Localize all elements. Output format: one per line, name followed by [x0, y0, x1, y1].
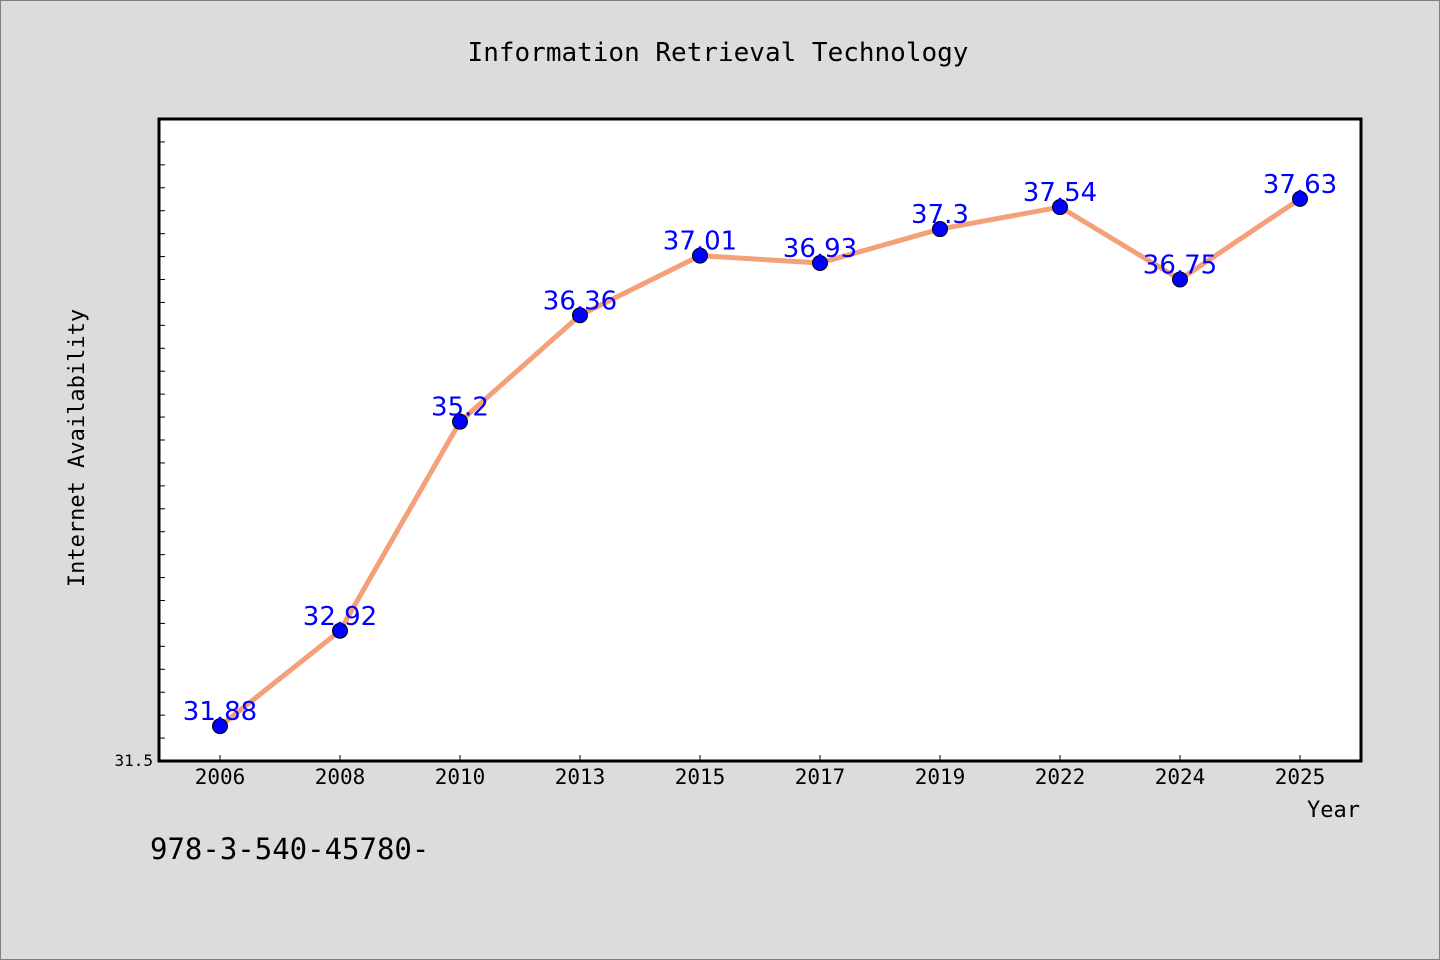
x-tick-label-2006: 2006	[195, 765, 246, 789]
data-label-2010: 35.2	[431, 393, 489, 423]
chart-title: Information Retrieval Technology	[468, 38, 969, 68]
data-label-2013: 36.36	[543, 286, 617, 316]
data-point-2013	[572, 307, 588, 324]
data-label-2022: 37.54	[1023, 178, 1097, 208]
data-point-2010	[452, 413, 468, 430]
x-tick-label-2013: 2013	[555, 765, 606, 789]
x-tick-label-2025: 2025	[1275, 765, 1326, 789]
data-point-2025	[1292, 190, 1308, 207]
plot-area	[159, 119, 1361, 761]
data-point-2024	[1172, 271, 1188, 288]
x-tick-label-2008: 2008	[315, 765, 366, 789]
data-label-2008: 32.92	[303, 602, 377, 632]
x-tick-label-2010: 2010	[435, 765, 486, 789]
series-line	[217, 196, 1303, 729]
data-label-2024: 36.75	[1143, 251, 1217, 281]
data-label-2019: 37.3	[911, 200, 969, 230]
y-axis-label: Internet Availability	[65, 309, 90, 587]
data-point-2006	[212, 718, 228, 735]
data-point-2008	[332, 622, 348, 639]
data-label-2015: 37.01	[663, 227, 737, 257]
data-point-2015	[692, 247, 708, 264]
data-label-2025: 37.63	[1263, 170, 1337, 200]
plot-border	[157, 117, 1363, 763]
x-axis-ticks: 2006 2008 2010 2013 2015 2017 2019 2022 2024 2025	[195, 755, 1326, 789]
x-tick-label-2022: 2022	[1035, 765, 1086, 789]
x-tick-label-2015: 2015	[675, 765, 726, 789]
data-point-2022	[1052, 199, 1068, 216]
x-tick-label-2019: 2019	[915, 765, 966, 789]
y-tick-label-min: 31.5	[114, 751, 153, 770]
x-tick-label-2017: 2017	[795, 765, 846, 789]
data-label-2017: 36.93	[783, 234, 857, 264]
data-label-2006: 31.88	[183, 697, 257, 727]
data-point-2019	[932, 221, 948, 238]
data-point-2017	[812, 254, 828, 271]
footnote-text: 978-3-540-45780-	[150, 832, 430, 866]
series-group: 31.88 32.92 35.2 36.36 37.01 36.93 37.3 37.54 36…	[183, 170, 1337, 735]
x-axis-label: Year	[1307, 798, 1360, 823]
x-tick-label-2024: 2024	[1155, 765, 1206, 789]
